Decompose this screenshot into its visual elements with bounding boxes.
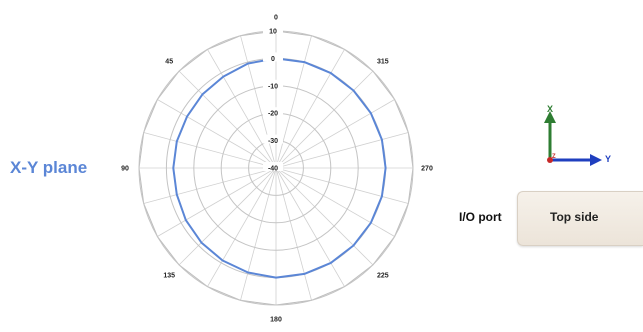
angular-gridline <box>275 167 409 204</box>
z-axis-label: Z <box>552 154 556 160</box>
angle-tick-label: 225 <box>377 272 389 279</box>
angular-gridline <box>240 167 277 301</box>
radial-tick-label: 10 <box>269 29 277 36</box>
angular-gridline <box>275 167 312 301</box>
angular-gridline <box>143 132 277 169</box>
angular-gridline <box>207 167 277 287</box>
angle-tick-label: 180 <box>270 317 282 324</box>
z-axis-dot <box>547 157 553 163</box>
x-axis-label: X <box>547 104 553 114</box>
angular-gridline <box>275 167 345 287</box>
radial-tick-background <box>263 162 283 171</box>
device-top-side: Top side <box>517 191 643 246</box>
radial-tick-background <box>263 25 283 34</box>
radial-tick-label: -20 <box>268 111 278 118</box>
coordinate-axes-indicator: X Y Z <box>538 98 618 183</box>
series-layer <box>172 57 387 279</box>
angular-gridline <box>240 35 277 169</box>
angular-gridline <box>275 49 345 169</box>
plane-label: X-Y plane <box>10 158 88 177</box>
angular-gridline <box>275 132 409 169</box>
radial-tick-label: 0 <box>271 56 275 63</box>
series-line <box>172 57 387 279</box>
angular-gridline <box>207 49 277 169</box>
radial-tick-labels: -40 -30 -20 -10 0 10 <box>263 25 283 173</box>
angular-gridline <box>178 70 277 169</box>
radial-tick-label: -10 <box>268 83 278 90</box>
angular-gridline <box>157 167 277 237</box>
x-axis-arrowhead <box>544 111 556 123</box>
radial-tick-background <box>263 107 283 117</box>
angular-gridline <box>143 167 277 204</box>
radial-tick-background <box>263 134 283 144</box>
angular-gridline <box>157 99 277 169</box>
angle-tick-label: 135 <box>163 272 175 279</box>
angle-tick-label: 270 <box>421 166 433 173</box>
angular-gridline <box>275 70 374 169</box>
radial-tick-background <box>263 79 283 89</box>
y-axis-arrowhead <box>590 154 602 166</box>
y-axis-label: Y <box>605 154 611 164</box>
angle-tick-label: 0 <box>274 15 278 22</box>
radial-tick-label: -30 <box>268 138 278 145</box>
angle-tick-label: 90 <box>121 166 129 173</box>
angle-tick-labels: 0 45 90 135 180 225 270 315 <box>121 15 433 324</box>
radial-tick-label: -40 <box>268 166 278 173</box>
angular-gridline <box>275 99 395 169</box>
io-port-label: I/O port <box>459 210 502 224</box>
angular-gridline <box>178 167 277 266</box>
device-side-label: Top side <box>550 210 599 224</box>
angular-gridline <box>275 167 395 237</box>
angular-gridline <box>275 35 312 169</box>
angular-gridline <box>275 167 374 266</box>
angle-tick-label: 315 <box>377 59 389 66</box>
angle-tick-label: 45 <box>165 59 173 66</box>
radial-tick-background <box>263 52 283 62</box>
